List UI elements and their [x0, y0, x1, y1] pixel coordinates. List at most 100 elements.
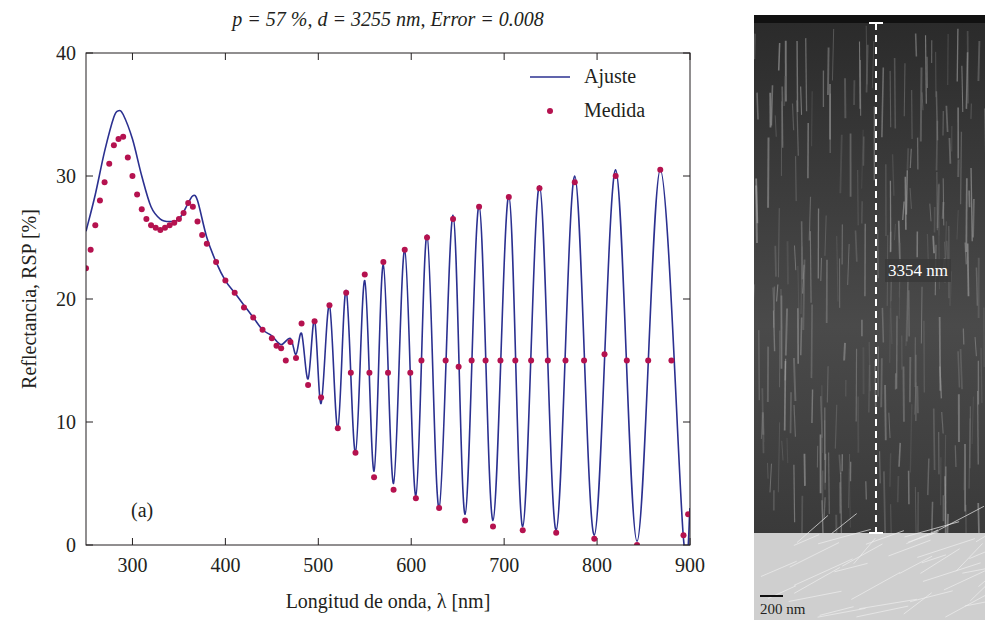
pore-streak	[767, 347, 769, 402]
pore-streak	[793, 465, 795, 522]
substrate-texture	[842, 544, 882, 566]
substrate-texture	[923, 563, 981, 582]
measured-point	[352, 450, 358, 456]
y-tick	[86, 422, 93, 423]
pore-streak	[810, 231, 812, 303]
measured-point	[443, 358, 449, 364]
pore-streak	[920, 67, 923, 141]
measured-point	[106, 161, 112, 167]
label-patch	[885, 259, 951, 282]
pore-streak	[773, 490, 775, 510]
pore-streak	[774, 310, 775, 351]
pore-streak	[868, 365, 870, 413]
measured-point	[680, 532, 686, 538]
pore-streak	[874, 106, 876, 180]
pore-streak	[961, 349, 962, 389]
pore-streak	[964, 444, 966, 512]
pore-streak	[840, 473, 842, 533]
pore-streak	[930, 204, 931, 222]
pore-streak	[770, 464, 771, 493]
pore-streak	[860, 60, 862, 116]
y-tick-right	[683, 422, 690, 423]
substrate-texture	[790, 543, 839, 568]
pore-streak	[754, 284, 755, 304]
pore-streak	[820, 258, 822, 281]
porous-film	[754, 15, 985, 533]
pore-streak	[968, 190, 970, 207]
pore-streak	[794, 246, 795, 271]
pore-streak	[840, 135, 841, 193]
pore-streak	[894, 58, 896, 129]
pore-streak	[861, 201, 863, 223]
pore-streak	[794, 405, 795, 437]
pore-streak	[939, 317, 941, 391]
x-tick-top	[132, 53, 133, 60]
substrate-texture	[904, 593, 932, 614]
x-tick-top	[504, 53, 505, 60]
pore-streak	[910, 149, 912, 168]
pore-streak	[972, 397, 973, 444]
substrate-texture	[789, 591, 842, 601]
pore-streak	[790, 392, 792, 433]
measured-point	[371, 474, 377, 480]
pore-streak	[934, 207, 936, 232]
pore-streak	[899, 443, 900, 467]
measured-point	[299, 321, 305, 327]
pore-streak	[863, 137, 865, 166]
measured-point	[250, 314, 256, 320]
pore-streak	[785, 359, 787, 381]
x-tick-label: 900	[675, 554, 705, 576]
measured-point	[424, 235, 430, 241]
pore-streak	[977, 391, 979, 464]
measured-point	[190, 204, 196, 210]
pore-streak	[823, 70, 824, 107]
pore-streak	[865, 481, 867, 499]
measured-point	[269, 335, 275, 341]
pore-streak	[960, 132, 962, 205]
pore-streak	[805, 38, 807, 111]
measured-point	[348, 370, 354, 376]
pore-streak	[895, 373, 897, 389]
measured-point	[497, 358, 503, 364]
pore-streak	[801, 496, 803, 533]
pore-streak	[917, 492, 918, 533]
pore-streak	[955, 445, 957, 467]
pore-streak	[817, 446, 818, 468]
pore-streak	[864, 224, 866, 297]
pore-streak	[773, 288, 774, 312]
pore-streak	[856, 349, 858, 422]
pore-streak	[905, 320, 907, 346]
pore-streak	[944, 476, 946, 533]
pore-streak	[877, 229, 878, 278]
measured-point	[591, 536, 597, 542]
figure: p = 57 %, d = 3255 nm, Error = 0.0083004…	[0, 0, 992, 628]
pore-streak	[903, 366, 905, 421]
x-axis-title: Longitud de onda, λ [nm]	[286, 590, 491, 613]
plot-data	[86, 111, 690, 545]
substrate-texture	[908, 532, 938, 542]
pore-streak	[866, 26, 868, 85]
substrate-texture	[856, 606, 908, 617]
measured-point	[483, 358, 489, 364]
measured-point	[668, 358, 674, 364]
measured-point	[562, 358, 568, 364]
pore-streak	[946, 106, 947, 132]
pore-streak	[938, 432, 939, 474]
pore-streak	[794, 358, 795, 401]
pore-streak	[839, 455, 840, 474]
measured-point	[402, 247, 408, 253]
x-tick-top	[318, 53, 319, 60]
pore-streak	[842, 224, 843, 264]
pore-streak	[933, 408, 936, 470]
pore-streak	[855, 230, 856, 261]
pore-streak	[800, 86, 802, 114]
measured-point	[553, 530, 559, 536]
scale-bar-label: 200 nm	[760, 601, 806, 617]
pore-streak	[976, 267, 978, 305]
measured-point	[391, 487, 397, 493]
pore-streak	[916, 232, 918, 258]
pore-streak	[850, 462, 851, 481]
measured-point	[512, 358, 518, 364]
pore-streak	[904, 63, 906, 116]
y-tick	[86, 176, 93, 177]
